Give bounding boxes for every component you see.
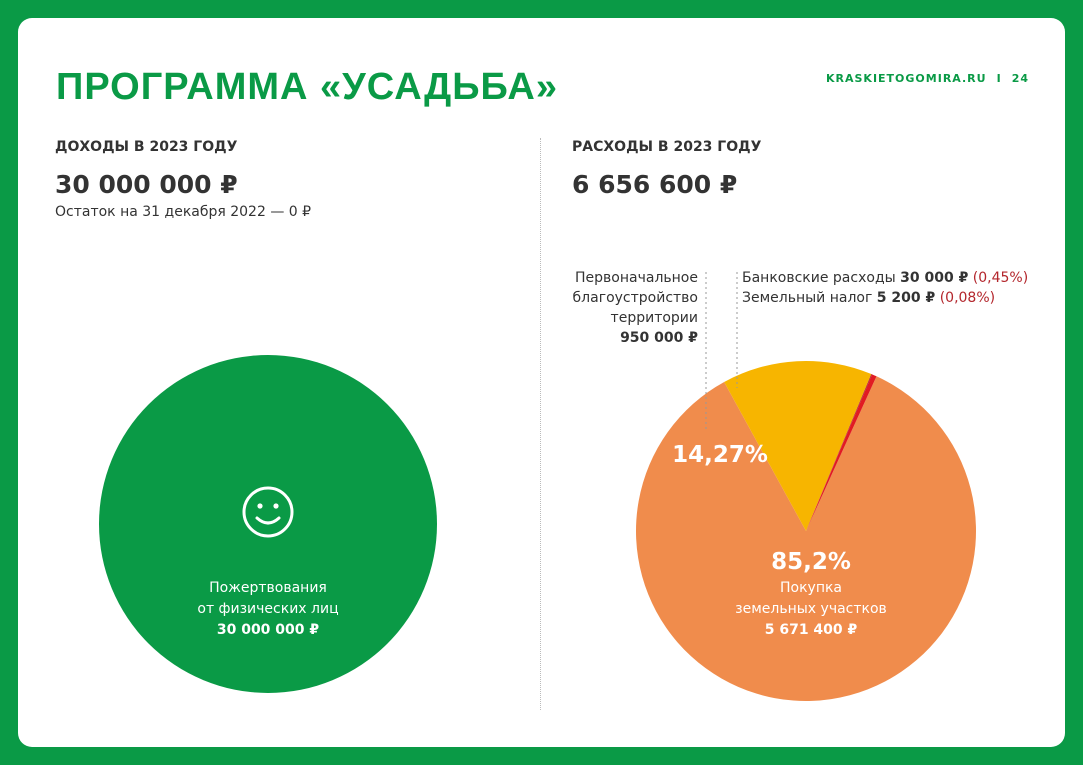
expenses-heading: РАСХОДЫ В 2023 ГОДУ [572,139,762,155]
land-purchase-slice [636,376,977,701]
page-title: ПРОГРАММА «УСАДЬБА» [56,66,558,108]
header-separator: I [996,72,1002,85]
donations-label-line: Пожертвования [209,580,327,596]
land-purchase-label-line: земельных участков [735,601,887,617]
small-expenses-labels: Банковские расходы 30 000 ₽ (0,45%) Земе… [742,268,1028,308]
donations-amount: 30 000 000 ₽ [217,622,320,638]
landscaping-percent: 14,27% [672,442,768,468]
income-heading: ДОХОДЫ В 2023 ГОДУ [55,139,238,155]
land-tax-label: Земельный налог [742,290,873,306]
site-and-page: KRASKIETOGOMIRA.RU I 24 [826,72,1029,85]
bank-fees-row: Банковские расходы 30 000 ₽ (0,45%) [742,268,1028,288]
land-tax-slice [806,374,873,531]
landscaping-amount: 950 000 ₽ [620,330,698,346]
column-divider [540,138,541,710]
land-tax-percent: (0,08%) [939,290,996,306]
land-purchase-amount: 5 671 400 ₽ [765,622,858,638]
landscaping-label-line: Первоначальное [575,270,698,286]
income-balance-note: Остаток на 31 декабря 2022 — 0 ₽ [55,204,312,220]
bank-fees-label: Банковские расходы [742,270,896,286]
bank-fees-amount: 30 000 ₽ [900,270,969,286]
bank-fees-slice [806,374,877,531]
page-number: 24 [1011,72,1029,85]
landscaping-label-line: благоустройство [572,290,698,306]
donations-label-line: от физических лиц [197,601,338,617]
site-link[interactable]: KRASKIETOGOMIRA.RU [825,72,987,85]
landscaping-slice [724,361,872,531]
landscaping-label-line: территории [610,310,698,326]
bank-fees-percent: (0,45%) [972,270,1029,286]
landscaping-label: Первоначальное благоустройство территори… [538,268,698,348]
expenses-amount: 6 656 600 ₽ [572,170,738,199]
land-tax-amount: 5 200 ₽ [876,290,936,306]
smiley-face-icon [242,486,294,538]
land-purchase-percent: 85,2% [771,549,851,575]
expense-pie-chart [636,361,977,701]
income-amount: 30 000 000 ₽ [55,170,238,199]
land-tax-row: Земельный налог 5 200 ₽ (0,08%) [742,288,1028,308]
land-purchase-label-line: Покупка [780,580,842,596]
